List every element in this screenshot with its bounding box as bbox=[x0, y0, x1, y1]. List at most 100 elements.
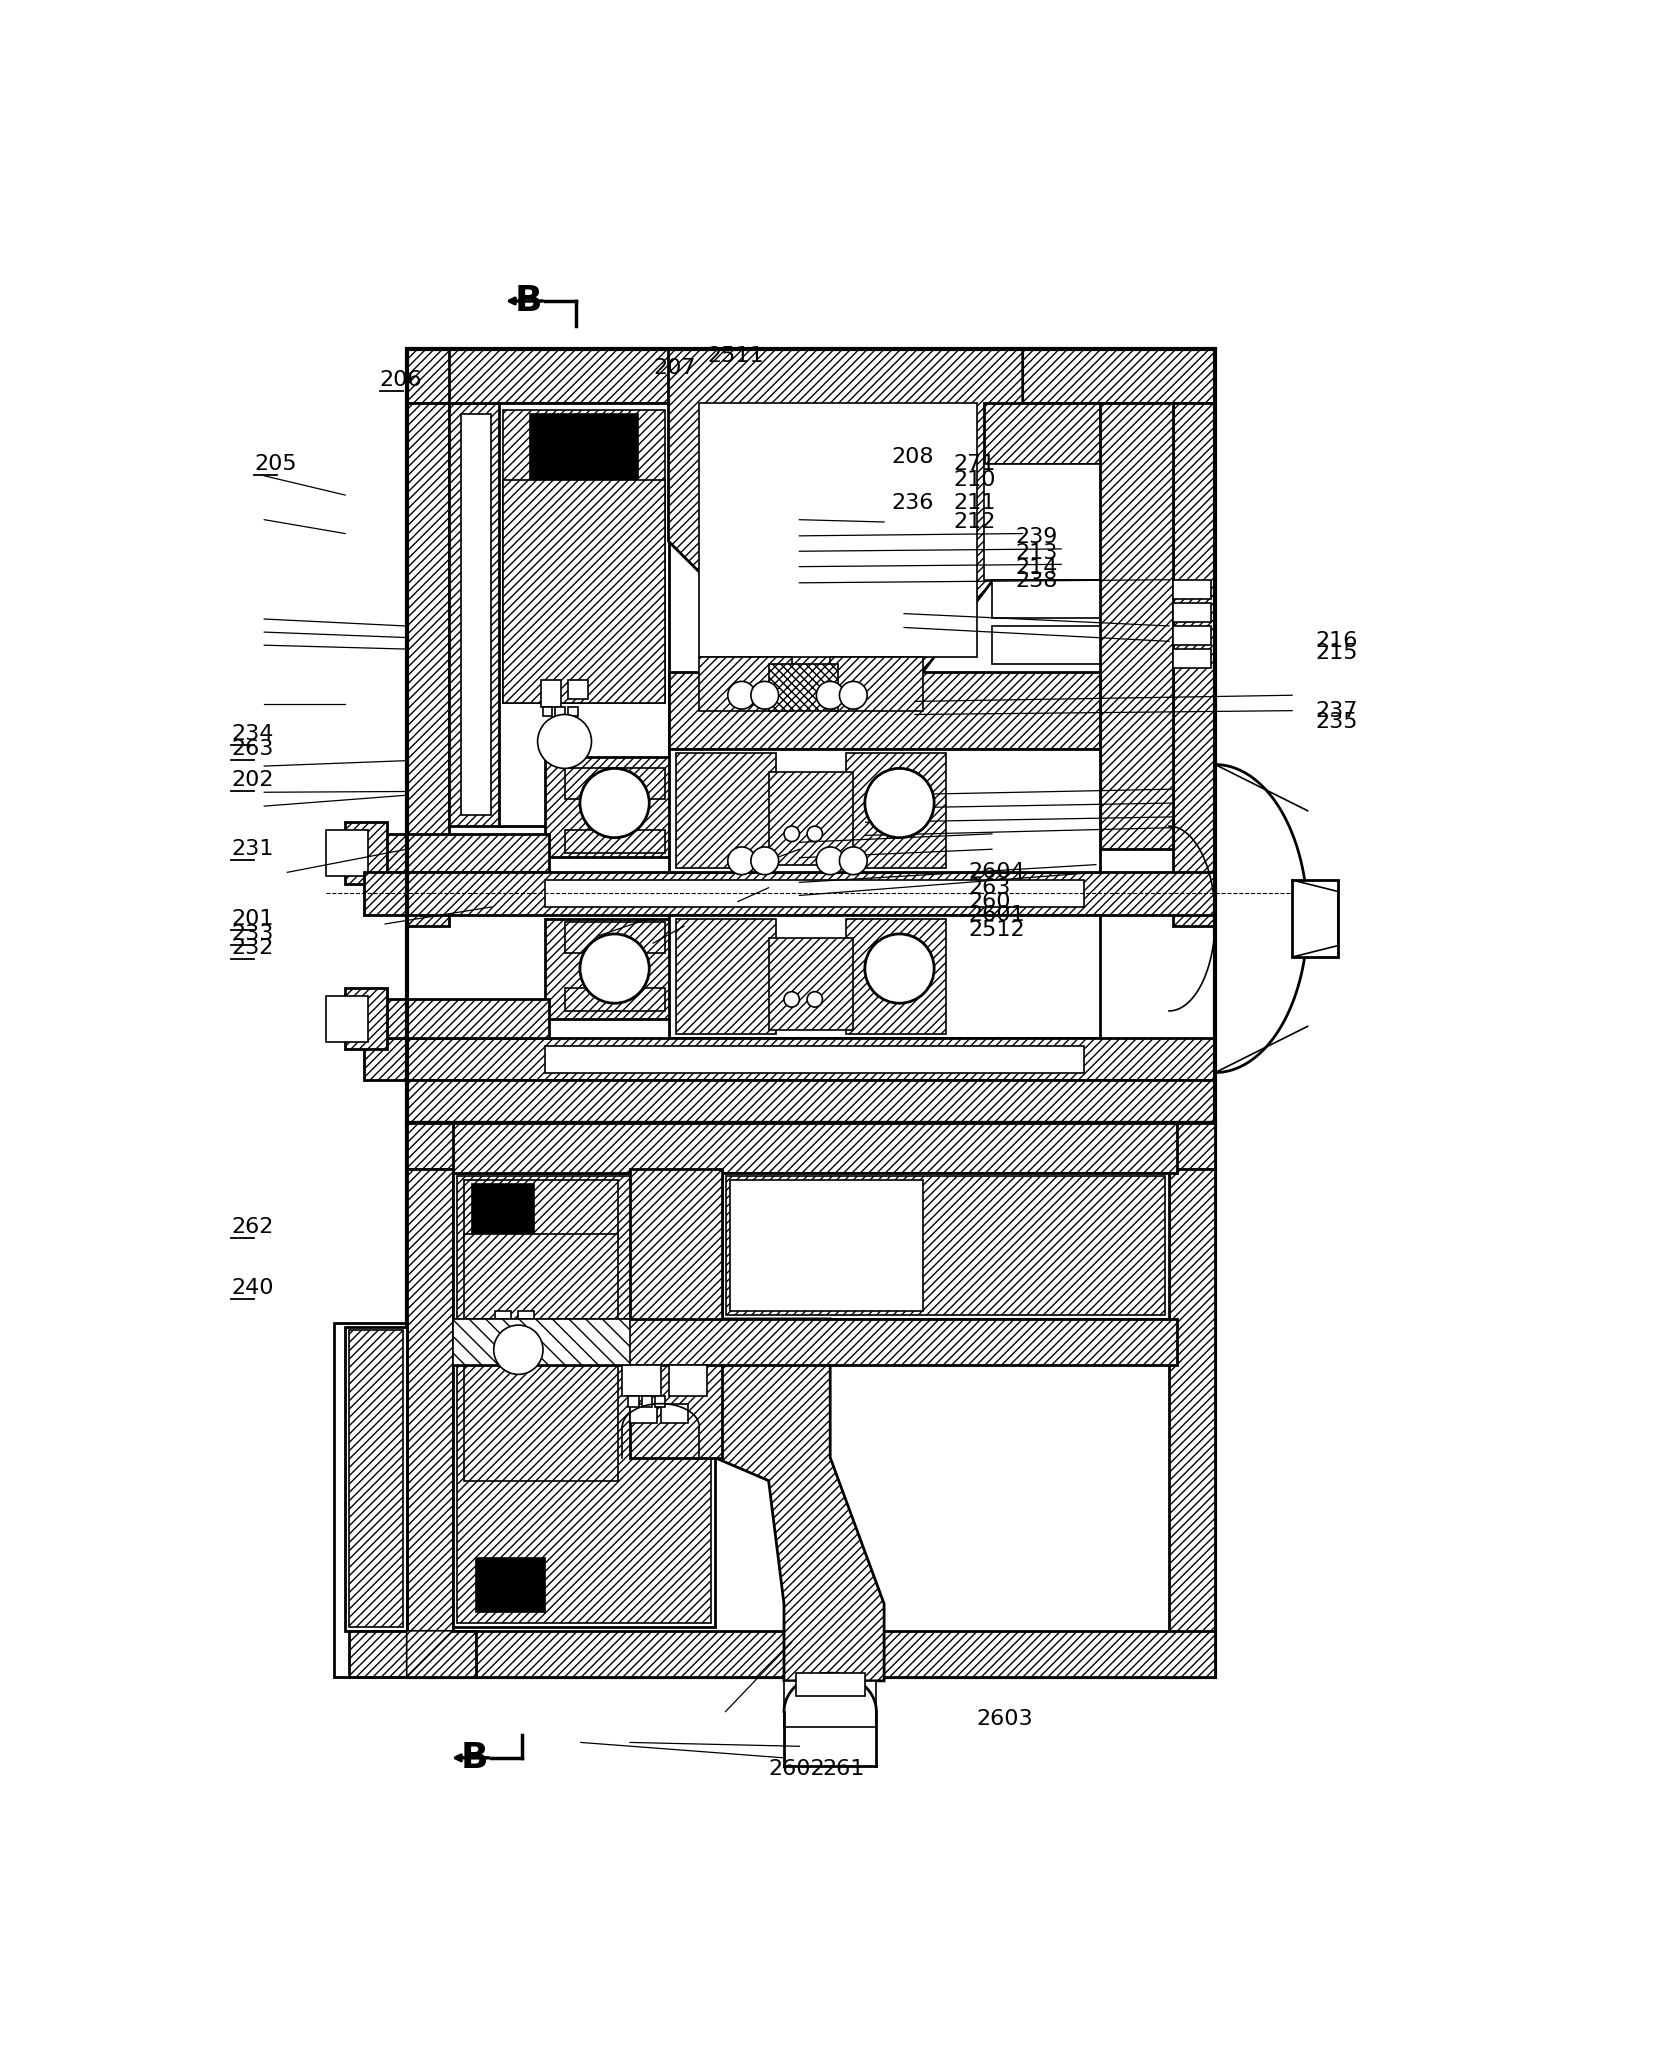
Text: 205: 205 bbox=[254, 454, 297, 474]
Text: 236: 236 bbox=[892, 493, 934, 512]
Bar bbox=[830, 756, 969, 858]
Text: 201: 201 bbox=[232, 908, 274, 928]
Text: 215: 215 bbox=[1315, 642, 1357, 663]
Text: 233: 233 bbox=[232, 924, 274, 945]
Circle shape bbox=[727, 847, 756, 874]
Bar bbox=[496, 1312, 511, 1334]
Text: 232: 232 bbox=[232, 939, 274, 957]
Bar bbox=[655, 1397, 665, 1407]
Bar bbox=[669, 914, 1100, 1038]
Circle shape bbox=[840, 682, 867, 709]
Bar bbox=[365, 999, 549, 1038]
Bar bbox=[543, 707, 553, 717]
Bar bbox=[1173, 626, 1211, 644]
Text: 216: 216 bbox=[1315, 632, 1357, 651]
Bar bbox=[830, 918, 969, 1019]
Bar bbox=[564, 831, 665, 854]
Bar bbox=[991, 580, 1100, 617]
Bar bbox=[449, 402, 502, 827]
Bar bbox=[677, 752, 776, 868]
Circle shape bbox=[494, 1326, 543, 1374]
Text: 2604: 2604 bbox=[969, 862, 1025, 883]
Text: B: B bbox=[460, 1740, 489, 1776]
Circle shape bbox=[816, 682, 843, 709]
Bar bbox=[449, 348, 704, 402]
Bar bbox=[630, 1403, 657, 1423]
Bar bbox=[334, 1322, 407, 1676]
Bar bbox=[669, 750, 1100, 872]
Polygon shape bbox=[669, 348, 1023, 671]
Text: 271: 271 bbox=[954, 454, 996, 474]
Bar bbox=[568, 707, 578, 717]
Bar bbox=[344, 988, 388, 1048]
Bar bbox=[677, 918, 776, 1034]
Bar bbox=[568, 680, 588, 698]
Bar bbox=[845, 752, 946, 868]
Bar bbox=[326, 995, 368, 1042]
Text: 231: 231 bbox=[232, 839, 274, 860]
Text: 212: 212 bbox=[954, 512, 996, 533]
Circle shape bbox=[538, 715, 591, 769]
Text: 2603: 2603 bbox=[976, 1709, 1033, 1730]
Bar bbox=[1173, 580, 1211, 599]
Circle shape bbox=[806, 992, 823, 1007]
Bar bbox=[564, 988, 665, 1011]
Bar bbox=[564, 769, 665, 800]
Text: 213: 213 bbox=[1015, 543, 1057, 564]
Text: 207: 207 bbox=[654, 358, 696, 377]
Circle shape bbox=[785, 827, 800, 841]
Bar bbox=[326, 831, 368, 876]
Text: 235: 235 bbox=[1315, 713, 1357, 731]
Bar bbox=[845, 918, 946, 1034]
Bar bbox=[507, 1339, 516, 1347]
Text: 206: 206 bbox=[380, 369, 422, 390]
Bar bbox=[622, 1365, 660, 1397]
Text: 237: 237 bbox=[1315, 700, 1357, 721]
Text: 240: 240 bbox=[232, 1278, 274, 1299]
Bar bbox=[722, 1173, 1169, 1320]
Bar bbox=[407, 1123, 1215, 1169]
Bar bbox=[407, 1169, 454, 1676]
Bar bbox=[556, 707, 564, 717]
Text: 239: 239 bbox=[1015, 528, 1057, 547]
Bar bbox=[454, 1173, 714, 1627]
Bar bbox=[407, 348, 1215, 1123]
Bar bbox=[546, 1046, 1084, 1073]
Text: 2601: 2601 bbox=[969, 905, 1025, 926]
Bar bbox=[630, 1320, 722, 1457]
Circle shape bbox=[727, 682, 756, 709]
Bar bbox=[365, 1038, 1215, 1080]
Bar bbox=[991, 626, 1100, 665]
Bar bbox=[502, 479, 665, 702]
Text: 2512: 2512 bbox=[969, 920, 1025, 941]
Bar bbox=[502, 410, 665, 702]
Circle shape bbox=[865, 769, 934, 837]
Text: 2602: 2602 bbox=[769, 1759, 825, 1780]
Bar bbox=[731, 1181, 922, 1312]
Bar bbox=[546, 918, 684, 1019]
Bar bbox=[519, 1312, 534, 1326]
Bar bbox=[365, 872, 1215, 914]
Bar bbox=[660, 1403, 687, 1423]
Text: 234: 234 bbox=[232, 723, 274, 744]
Bar bbox=[529, 414, 638, 479]
Text: 263: 263 bbox=[232, 740, 274, 758]
Bar bbox=[564, 922, 665, 953]
Text: 2511: 2511 bbox=[707, 346, 764, 367]
Bar bbox=[464, 1181, 618, 1241]
Bar bbox=[628, 1397, 640, 1407]
Bar bbox=[497, 1339, 504, 1347]
Polygon shape bbox=[407, 1631, 454, 1676]
Circle shape bbox=[580, 934, 648, 1003]
Bar bbox=[344, 1326, 407, 1631]
Circle shape bbox=[840, 847, 867, 874]
Text: 210: 210 bbox=[954, 470, 996, 489]
Bar bbox=[1173, 603, 1211, 622]
Bar bbox=[830, 657, 922, 711]
Bar bbox=[407, 1631, 1215, 1676]
Bar bbox=[407, 1123, 1215, 1676]
Text: 202: 202 bbox=[232, 771, 274, 789]
Text: 238: 238 bbox=[1015, 572, 1057, 591]
Circle shape bbox=[751, 847, 778, 874]
Bar bbox=[457, 1177, 711, 1622]
